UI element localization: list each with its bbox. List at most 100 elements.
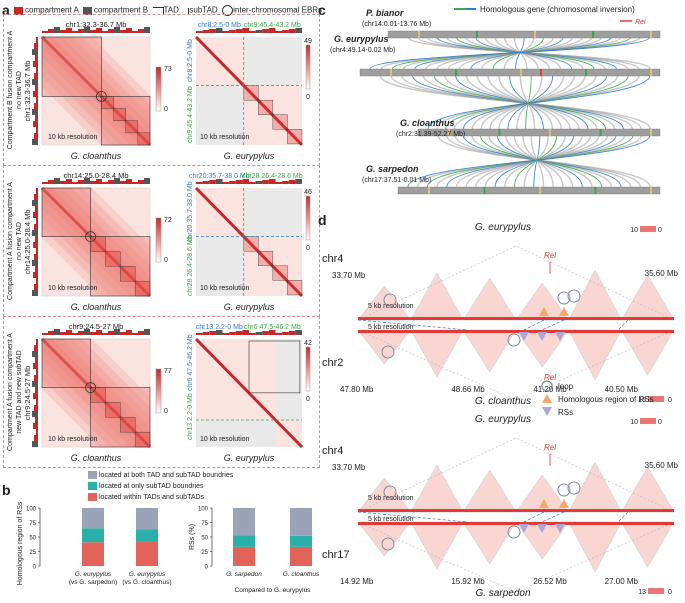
bar-segment xyxy=(233,546,255,566)
track-pos-bottom-right: 40.50 Mb xyxy=(605,385,639,394)
scale-bottom-max: 15 xyxy=(638,397,646,404)
left-colorbar-max: 72 xyxy=(164,217,172,224)
track-chr-bottom: chr17 xyxy=(322,549,350,561)
right-colorbar xyxy=(305,195,311,241)
species-name: G. sarpedon xyxy=(366,164,419,174)
right-colorbar-min: 0 xyxy=(306,396,310,403)
right-map-ylabel-b: chr28 26.4-28.6 Mb xyxy=(187,235,194,296)
y-axis-label: RSs (%) xyxy=(189,524,196,550)
right-colorbar-min: 0 xyxy=(306,245,310,252)
res-top: 5 kb resolution xyxy=(368,303,414,310)
y-tick-label: 75 xyxy=(29,521,36,527)
right-map-title-b: chr6 47.5-46.2 Mb xyxy=(244,324,301,331)
legend-within-text: located within TADs and subTADs xyxy=(99,494,205,501)
right-map-species: G. eurypylus xyxy=(224,302,275,312)
left-colorbar-max: 73 xyxy=(164,66,172,73)
rel-label-top: Rel xyxy=(544,443,556,452)
legend-compartment-a: compartment A xyxy=(25,5,79,15)
track-pos-top-left: 33.70 Mb xyxy=(332,463,366,472)
species-name: P. bianor xyxy=(366,8,404,18)
row-side-label: Compartment A fusion compartment A xyxy=(7,333,14,451)
track-pos-top-left: 33.70 Mb xyxy=(332,271,366,280)
left-map-species: G. cloanthus xyxy=(71,302,122,312)
left-map-resolution: 10 kb resolution xyxy=(48,436,98,443)
left-colorbar xyxy=(155,66,162,112)
rss-triangle xyxy=(537,524,547,533)
left-map-ylabel: chr1:32.3-36.7 Mb xyxy=(23,61,32,122)
rss-triangle xyxy=(537,332,547,341)
panel-c-label: c xyxy=(318,2,326,18)
category-label: G. cloanthus xyxy=(283,571,320,578)
bottom-hic-track xyxy=(357,329,675,401)
track-pos-bottom-right: 27.00 Mb xyxy=(605,577,639,586)
scale-bottom-min: 0 xyxy=(668,397,672,404)
right-map-ylabel-a: chr8:2.5-0 Mb xyxy=(187,39,194,82)
legend-homologous-gene: Homologous gene (chromosomal inversion) xyxy=(480,5,635,14)
right-map-resolution: 10 kb resolution xyxy=(200,436,250,443)
scale-top-max: 10 xyxy=(630,227,638,234)
scale-top-min: 0 xyxy=(658,419,662,426)
species-region: (chr2:31.39-52.27 Mb) xyxy=(396,131,465,138)
left-colorbar xyxy=(155,368,162,414)
ebr-circle-icon xyxy=(222,5,234,16)
legend-homologous-icon xyxy=(542,394,552,403)
res-top: 5 kb resolution xyxy=(368,495,414,502)
bar-segment xyxy=(82,542,104,566)
right-colorbar-max: 46 xyxy=(304,189,312,196)
y-tick-label: 100 xyxy=(26,507,37,513)
rel-marker xyxy=(540,69,542,76)
scale-bottom-max: 13 xyxy=(638,589,646,596)
y-tick-label: 0 xyxy=(205,565,209,571)
track-species-bottom: G. cloanthus xyxy=(475,396,531,407)
loop-circle xyxy=(567,289,581,303)
homologous-triangle xyxy=(539,307,549,316)
y-tick-label: 25 xyxy=(29,550,36,556)
track-chr-top: chr4 xyxy=(322,253,343,265)
left-colorbar-min: 0 xyxy=(164,408,168,415)
y-axis-label: Homologous region of RSs (%) xyxy=(17,500,24,585)
loop-circle xyxy=(381,345,395,359)
row-side-label: new TAD and new subTAD xyxy=(16,350,23,433)
y-tick-label: 25 xyxy=(201,550,208,556)
right-map-title-a: chr8:2.5-0 Mb xyxy=(198,22,241,29)
track-pos-bottom-mid: 15.92 Mb xyxy=(451,577,485,586)
panel-a-label: a xyxy=(2,2,10,18)
ebr-circle xyxy=(85,231,96,242)
track-species-bottom: G. sarpedon xyxy=(475,588,530,599)
legend-subtad-only: located at only subTAD boundries xyxy=(88,481,233,492)
y-tick-label: 100 xyxy=(198,507,209,513)
category-label: G. eurypylus xyxy=(75,571,112,578)
bar-segment xyxy=(290,508,312,536)
row-side-label: Compartment A fusion compartment A xyxy=(7,182,14,300)
right-colorbar xyxy=(305,44,311,90)
right-map-ylabel-a: chr20:35.7-38.0 Mb xyxy=(187,181,194,242)
res-bottom: 5 kb resolution xyxy=(368,324,414,331)
right-map-ylabel-a: chr6 47.5-46.2 Mb xyxy=(187,334,194,391)
track-chr-top: chr4 xyxy=(322,445,343,457)
scale-top-min: 0 xyxy=(658,227,662,234)
legend-subtad-text: located at only subTAD boundries xyxy=(99,483,204,490)
y-tick-label: 75 xyxy=(201,521,208,527)
track-pos-bottom-rel: 26.52 Mb xyxy=(533,577,567,586)
top-hic-track xyxy=(357,437,675,513)
panel-b-legend: located at both TAD and subTAD boundries… xyxy=(88,470,233,503)
track-species-top: G. eurypylus xyxy=(475,222,531,233)
legend-rss-icon xyxy=(542,407,552,416)
species-region: (chr14:0.01-13.76 Mb) xyxy=(362,21,431,28)
right-map-resolution: 10 kb resolution xyxy=(200,134,250,141)
loop-circle xyxy=(383,485,397,499)
category-label: G. eurypylus xyxy=(129,571,166,578)
legend-subtad: subTAD xyxy=(189,5,218,15)
legend-ebr: inter-chromosomal EBRs xyxy=(233,5,323,15)
category-label: G. sarpedon xyxy=(226,571,262,578)
bar-segment xyxy=(233,535,255,547)
track-pos-top-right: 35.60 Mb xyxy=(645,269,679,278)
left-map-ylabel: chr14:25.0-28.4 Mb xyxy=(23,209,32,274)
right-colorbar xyxy=(305,346,311,392)
chromosome-bar xyxy=(359,68,661,77)
species-region: (chr4:49.14-0.02 Mb) xyxy=(330,47,395,54)
